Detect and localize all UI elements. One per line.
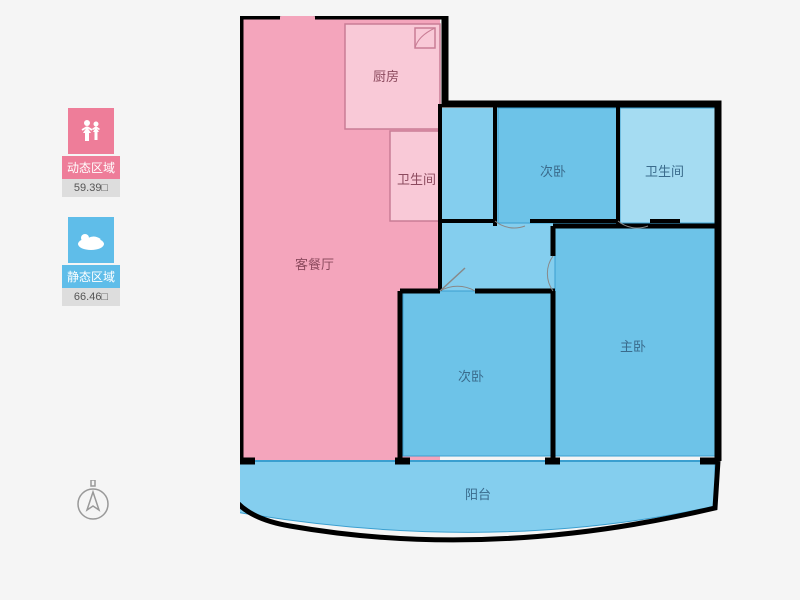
label-bedroom2: 次卧 (458, 366, 484, 385)
sleep-icon (68, 217, 114, 263)
compass-icon (75, 480, 111, 527)
label-kitchen: 厨房 (373, 66, 399, 85)
label-balcony: 阳台 (465, 484, 491, 503)
legend-static-label: 静态区域 (62, 265, 120, 288)
label-living: 客餐厅 (295, 254, 334, 273)
people-icon (68, 108, 114, 154)
label-bedroom1: 次卧 (540, 161, 566, 180)
floorplan-svg (240, 16, 760, 576)
label-bathroom2: 卫生间 (645, 161, 684, 180)
legend-dynamic-value: 59.39□ (62, 179, 120, 197)
legend-panel: 动态区域 59.39□ 静态区域 66.46□ (62, 108, 120, 326)
legend-static-value: 66.46□ (62, 288, 120, 306)
label-bathroom1: 卫生间 (397, 169, 436, 188)
legend-static: 静态区域 66.46□ (62, 217, 120, 306)
legend-dynamic-label: 动态区域 (62, 156, 120, 179)
legend-dynamic: 动态区域 59.39□ (62, 108, 120, 197)
floorplan: 厨房 卫生间 次卧 卫生间 客餐厅 次卧 主卧 阳台 (240, 16, 760, 576)
label-master: 主卧 (620, 336, 646, 355)
room-corridor (440, 221, 555, 291)
